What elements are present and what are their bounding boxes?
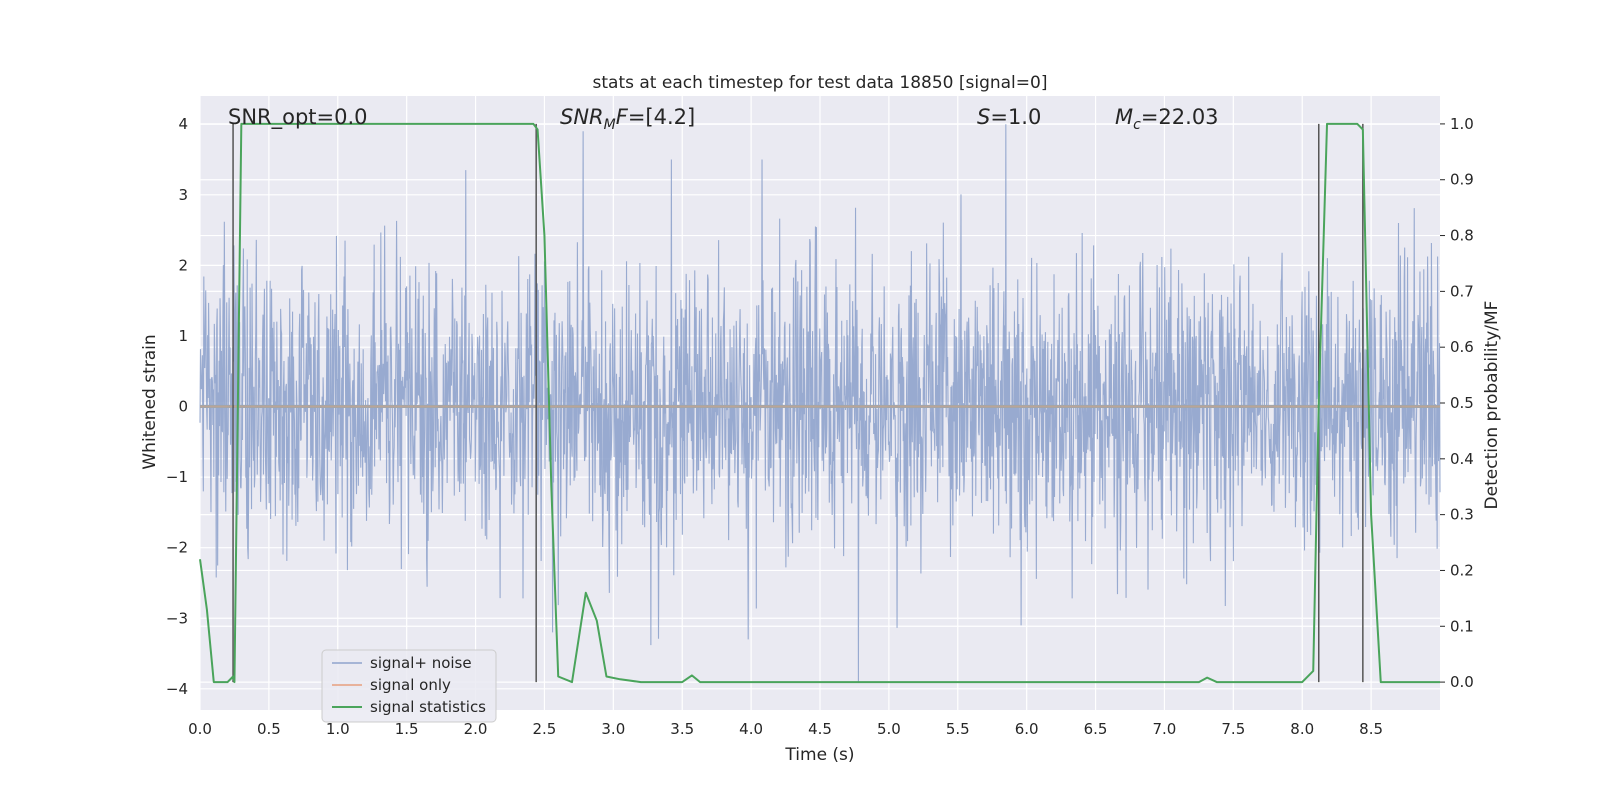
- y-tick-label: 2: [178, 256, 188, 274]
- annotation-snr-mf-base: SNR: [560, 105, 604, 129]
- x-tick-label: 8.5: [1359, 720, 1383, 738]
- x-axis-ticks: 0.0 0.5 1.0 1.5 2.0 2.5 3.0 3.5 4.0 4.5 5.0 5.5 6.0 6…: [188, 720, 1383, 738]
- annotation-snr-mf-sub: M: [604, 117, 616, 133]
- y2-tick-label: 0.9: [1450, 171, 1474, 189]
- annotation-s-italic: S: [977, 105, 990, 129]
- series-signal-statistics: [199, 122, 1440, 684]
- x-tick-label: 3.0: [601, 720, 625, 738]
- annotation-mc-base: M: [1115, 105, 1133, 129]
- legend-label-signal-plus-noise: signal+ noise: [370, 654, 472, 672]
- x-tick-label: 6.5: [1084, 720, 1108, 738]
- x-tick-label: 0.0: [188, 720, 212, 738]
- y2-tick-label: 0.0: [1450, 673, 1474, 691]
- x-tick-label: 1.0: [326, 720, 350, 738]
- y2-tick-label: 1.0: [1450, 115, 1474, 133]
- y-axis-label: Whitened strain: [140, 334, 160, 469]
- y-tick-label: 0: [178, 398, 188, 416]
- x-tick-label: 7.5: [1221, 720, 1245, 738]
- annotation-mc: Mc=22.03: [1115, 105, 1219, 133]
- y2-tick-label: 0.8: [1450, 227, 1474, 245]
- x-tick-label: 6.0: [1015, 720, 1039, 738]
- x-tick-label: 5.5: [946, 720, 970, 738]
- y2-axis-ticks: 0.0 0.1 0.2 0.3 0.4 0.5 0.6 0.7 0.8 0.9 1.0: [1440, 115, 1474, 691]
- statistics-trace: [199, 122, 1440, 684]
- annotation-snr-opt: SNR_opt=0.0: [228, 105, 368, 130]
- y2-tick-label: 0.7: [1450, 282, 1474, 300]
- annotation-mc-sub: c: [1133, 117, 1141, 133]
- x-tick-label: 3.5: [670, 720, 694, 738]
- y2-tick-label: 0.3: [1450, 506, 1474, 524]
- chart-title: stats at each timestep for test data 188…: [593, 73, 1048, 93]
- y2-axis-label: Detection probability/MF: [1482, 301, 1502, 510]
- y-axis-ticks: −4 −3 −2 −1 0 1 2 3 4: [166, 115, 188, 698]
- y-tick-label: −1: [166, 468, 188, 486]
- x-tick-label: 5.0: [877, 720, 901, 738]
- y-tick-label: −2: [166, 539, 188, 557]
- annotation-s-rest: =1.0: [990, 105, 1041, 129]
- y-tick-label: 4: [178, 115, 188, 133]
- annotation-snr-mf: SNRMF=[4.2]: [560, 105, 695, 133]
- x-tick-label: 2.0: [464, 720, 488, 738]
- legend-box: [321, 649, 497, 723]
- x-tick-label: 2.5: [533, 720, 557, 738]
- legend-label-signal-only: signal only: [370, 676, 451, 694]
- annotation-snr-mf-value: =[4.2]: [628, 105, 695, 129]
- y2-tick-label: 0.6: [1450, 338, 1474, 356]
- annotation-s: S=1.0: [977, 105, 1041, 129]
- series-signal-plus-noise: [199, 124, 1441, 682]
- x-axis-label: Time (s): [784, 745, 854, 765]
- annotation-snr-mf-rest-f: F: [616, 105, 629, 129]
- y2-tick-label: 0.1: [1450, 617, 1474, 635]
- x-tick-label: 7.0: [1153, 720, 1177, 738]
- y2-tick-label: 0.2: [1450, 561, 1474, 579]
- y-tick-label: −4: [166, 680, 188, 698]
- y-tick-label: 3: [178, 186, 188, 204]
- legend: signal+ noise signal only signal statist…: [321, 649, 497, 723]
- annotation-mc-rest: =22.03: [1141, 105, 1219, 129]
- x-tick-label: 1.5: [395, 720, 419, 738]
- y2-tick-label: 0.5: [1450, 394, 1474, 412]
- y2-tick-label: 0.4: [1450, 450, 1474, 468]
- x-tick-label: 0.5: [257, 720, 281, 738]
- y-tick-label: 1: [178, 327, 188, 345]
- x-tick-label: 4.0: [739, 720, 763, 738]
- y-tick-label: −3: [166, 609, 188, 627]
- x-tick-label: 8.0: [1290, 720, 1314, 738]
- legend-label-signal-statistics: signal statistics: [370, 698, 486, 716]
- noise-trace: [199, 124, 1441, 682]
- x-tick-label: 4.5: [808, 720, 832, 738]
